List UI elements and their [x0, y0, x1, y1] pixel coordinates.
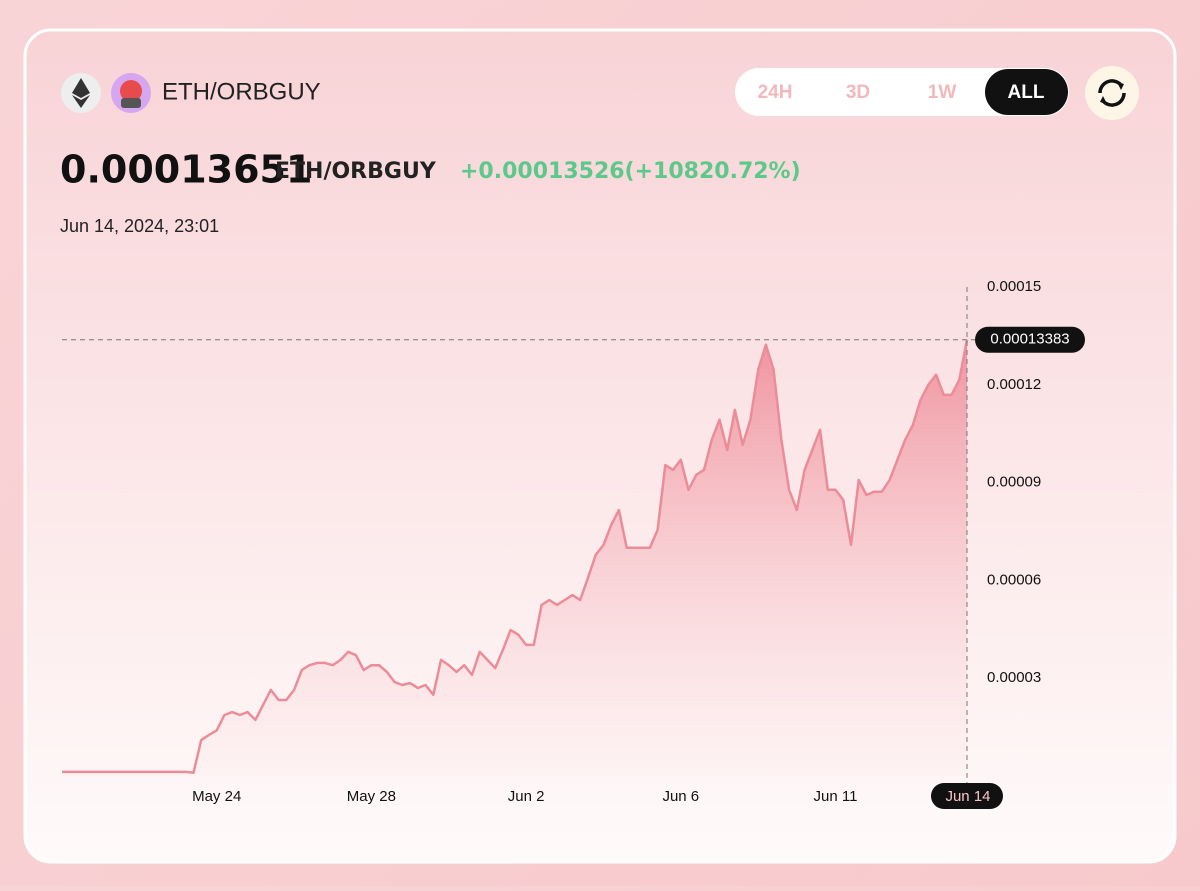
tab[interactable]: 1W [928, 82, 957, 103]
x-tick-label: Jun 6 [662, 788, 699, 805]
orbguy-logo [120, 80, 142, 102]
eth-logo [72, 78, 90, 108]
area-fill [62, 339, 967, 776]
price-change: +0.00013526(+10820.72%) [460, 159, 801, 184]
y-tick-label: 0.00015 [987, 278, 1041, 295]
crosshair-label-bg [975, 326, 1085, 353]
pair-label: ETH/ORBGUY [162, 78, 321, 105]
x-tick-label: May 28 [347, 788, 396, 805]
tab[interactable]: 3D [846, 82, 870, 103]
tab-bar [735, 68, 1069, 116]
y-tick-label: 0.00009 [987, 474, 1041, 491]
tab-active-bg [985, 69, 1068, 115]
x-tick-label: May 24 [192, 788, 241, 805]
tab[interactable]: ALL [1008, 82, 1045, 103]
date: Jun 14, 2024, 23:01 [60, 216, 219, 236]
tab[interactable]: 24H [758, 82, 793, 103]
x-label-highlight [931, 783, 1003, 809]
price-unit: ETH/ORBGUY [275, 159, 437, 184]
refresh-arrows [1100, 82, 1124, 104]
y-tick-label: 0.00003 [987, 669, 1041, 686]
refresh-button[interactable] [1085, 66, 1139, 120]
y-tick-label: 0.00006 [987, 571, 1041, 588]
y-tick-label: 0.00012 [987, 376, 1041, 393]
price: 0.00013651 [60, 148, 312, 192]
x-tick-label: Jun 2 [508, 788, 545, 805]
x-tick-label: Jun 14 [945, 788, 990, 805]
crosshair-label: 0.00013383 [990, 331, 1069, 348]
orbguy-body [121, 98, 141, 108]
x-tick-label: Jun 11 [814, 788, 858, 805]
price-line [62, 339, 969, 774]
